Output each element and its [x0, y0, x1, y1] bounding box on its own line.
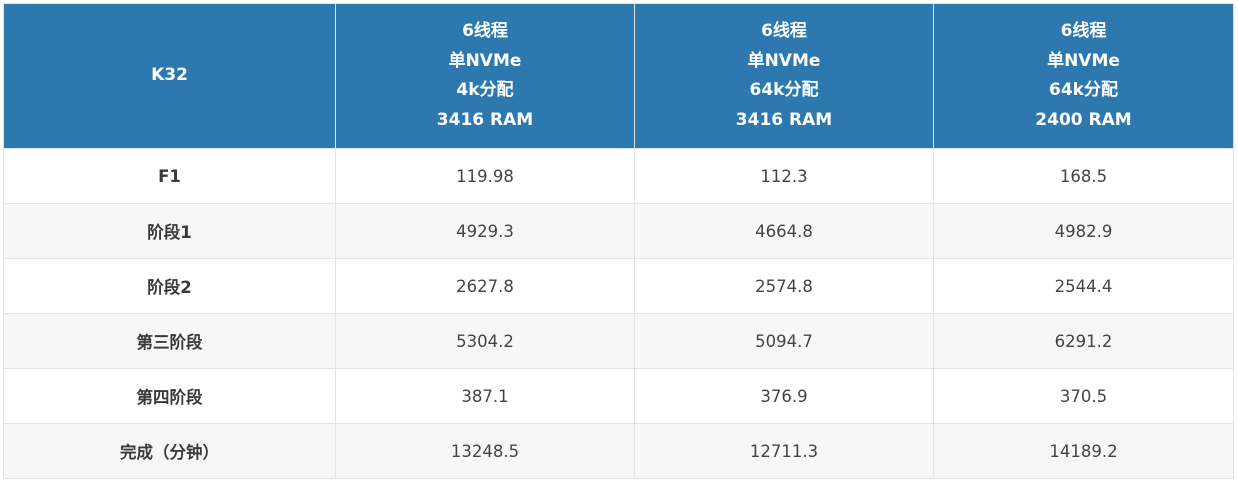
column-header-line: 3416 RAM: [735, 109, 833, 130]
table-row: F1 119.98 112.3 168.5: [3, 148, 1234, 204]
table-row: 阶段1 4929.3 4664.8 4982.9: [3, 203, 1234, 259]
column-header-line: 6线程: [761, 21, 807, 41]
column-header-line: 2400 RAM: [1035, 109, 1132, 130]
table-cell: 119.98: [335, 148, 635, 204]
header-corner: K32: [3, 3, 336, 149]
column-header-line: 单NVMe: [448, 50, 522, 71]
column-header-line: 6线程: [462, 21, 508, 41]
table-cell: 6291.2: [933, 313, 1234, 369]
column-header-line: 64k分配: [1049, 80, 1118, 100]
row-label: 完成（分钟）: [3, 423, 336, 479]
table-cell: 387.1: [335, 368, 635, 424]
table-cell: 168.5: [933, 148, 1234, 204]
column-header-line: 4k分配: [456, 80, 514, 100]
table-cell: 2574.8: [634, 258, 934, 314]
table-cell: 2627.8: [335, 258, 635, 314]
table-row: 阶段2 2627.8 2574.8 2544.4: [3, 258, 1234, 314]
table-cell: 12711.3: [634, 423, 934, 479]
table-cell: 5094.7: [634, 313, 934, 369]
header-row: K32 6线程单NVMe 4k分配 3416 RAM 6线程单NVMe 64k分配 341…: [3, 3, 1234, 149]
table-cell: 4929.3: [335, 203, 635, 259]
column-header-line: 单NVMe: [747, 50, 821, 71]
table-cell: 2544.4: [933, 258, 1234, 314]
table-row: 完成（分钟） 13248.5 12711.3 14189.2: [3, 423, 1234, 479]
column-header-line: 64k分配: [749, 80, 819, 100]
table-cell: 4664.8: [634, 203, 934, 259]
table-cell: 370.5: [933, 368, 1234, 424]
table-body: F1 119.98 112.3 168.5 阶段1 4929.3 4664.8 4982.9 阶…: [3, 148, 1234, 479]
column-header: 6线程单NVMe 64k分配 2400 RAM: [933, 3, 1234, 149]
table-cell: 376.9: [634, 368, 934, 424]
table-cell: 112.3: [634, 148, 934, 204]
column-header: 6线程单NVMe 4k分配 3416 RAM: [335, 3, 635, 149]
benchmark-table: K32 6线程单NVMe 4k分配 3416 RAM 6线程单NVMe 64k分配 341…: [3, 3, 1234, 479]
row-label: 第四阶段: [3, 368, 336, 424]
row-label: F1: [3, 148, 336, 204]
row-label: 阶段2: [3, 258, 336, 314]
table-cell: 4982.9: [933, 203, 1234, 259]
row-label: 阶段1: [3, 203, 336, 259]
table-row: 第四阶段 387.1 376.9 370.5: [3, 368, 1234, 424]
column-header-line: 6线程: [1060, 21, 1107, 41]
column-header: 6线程单NVMe 64k分配 3416 RAM: [634, 3, 934, 149]
table-row: 第三阶段 5304.2 5094.7 6291.2: [3, 313, 1234, 369]
table-cell: 13248.5: [335, 423, 635, 479]
column-header-line: 单NVMe: [1047, 50, 1120, 71]
table-cell: 5304.2: [335, 313, 635, 369]
table-cell: 14189.2: [933, 423, 1234, 479]
column-header-line: 3416 RAM: [436, 109, 534, 130]
row-label: 第三阶段: [3, 313, 336, 369]
